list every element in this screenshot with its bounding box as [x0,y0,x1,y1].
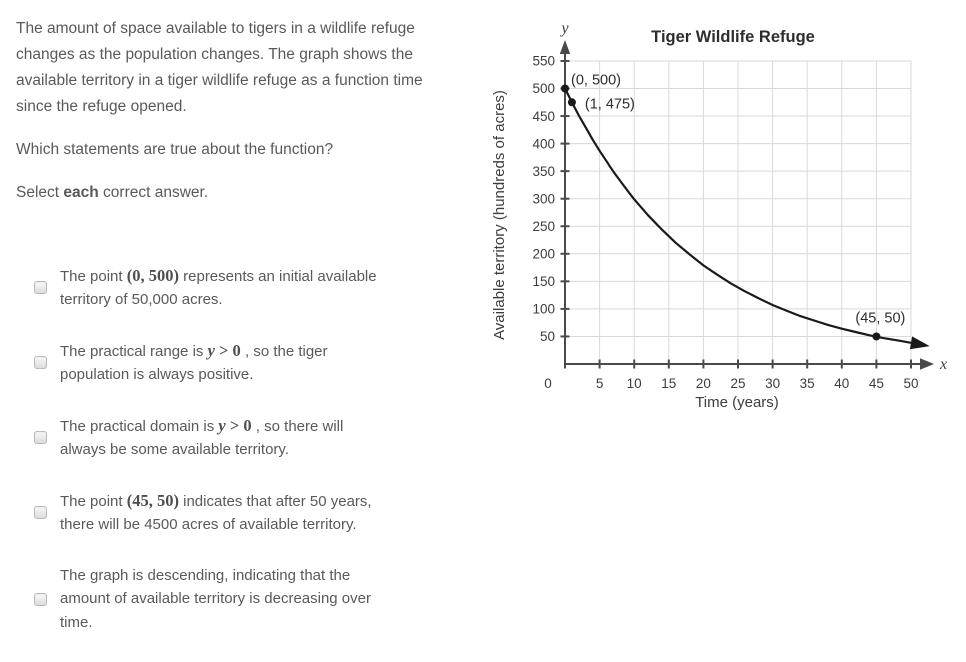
option-math: (45, 50) [126,491,179,510]
question-prompt: Which statements are true about the func… [16,141,334,158]
y-tick-label: 200 [532,247,555,262]
option-text: The practical domain is [60,418,219,435]
answer-option-5[interactable]: The graph is descending, indicating that… [34,564,463,634]
answer-checkbox-1[interactable] [34,281,47,294]
chart-tick-labels: 0 5 10 15 20 25 30 35 40 45 50 50 100 150 200 250 300 350… [532,54,918,391]
x-tick-label: 5 [596,376,604,391]
y-axis-arrow [559,40,571,54]
question-intro: The amount of space available to tigers … [16,20,423,115]
data-point-label: (45, 50) [855,310,905,326]
instruction-prefix: Select [16,184,64,201]
option-text: represents an initial available territor… [60,268,377,308]
question-panel: The amount of space available to tigers … [16,16,463,662]
answer-option-2-label: The practical range is y > 0 , so the ti… [60,339,392,386]
x-axis-label: Time (years) [695,394,779,411]
option-math-var: y [218,416,226,435]
x-tick-label: 0 [544,376,552,391]
answer-option-4[interactable]: The point (45, 50) indicates that after … [34,489,463,536]
answer-checkbox-4[interactable] [34,506,47,519]
chart-panel: 0 5 10 15 20 25 30 35 40 45 50 50 100 150 200 250 300 350… [490,0,966,430]
instruction-emphasis: each [63,184,99,201]
x-tick-label: 25 [730,376,745,391]
decay-curve [564,88,930,350]
data-point [561,84,569,93]
y-tick-label: 350 [532,164,555,179]
x-tick-label: 50 [903,376,918,391]
x-tick-label: 20 [696,376,711,391]
answer-option-1[interactable]: The point (0, 500) represents an initial… [34,264,463,311]
chart-gridlines [565,60,912,364]
answer-option-4-label: The point (45, 50) indicates that after … [60,489,392,536]
option-math-rest: > 0 [225,416,252,435]
y-tick-label: 500 [532,81,555,96]
x-axis-arrow [920,358,934,370]
y-tick-label: 150 [532,274,555,289]
option-math-var: y [207,341,215,360]
y-tick-label: 300 [532,191,555,206]
curve-path [564,88,912,344]
x-axis-letter: x [939,356,947,373]
data-point [567,98,576,107]
function-graph: 0 5 10 15 20 25 30 35 40 45 50 50 100 150 200 250 300 350… [491,20,947,411]
curve-arrow [909,336,930,350]
chart-tick-marks [560,59,912,369]
option-text: The point [60,268,127,285]
answer-option-1-label: The point (0, 500) represents an initial… [60,264,392,311]
chart-axes [559,40,934,370]
answer-checkbox-2[interactable] [34,356,47,369]
y-axis-label: Available territory (hundreds of acres) [491,90,508,340]
x-tick-label: 10 [627,376,642,391]
option-text: The point [60,493,127,510]
x-tick-label: 40 [834,376,849,391]
y-tick-label: 400 [532,136,555,151]
answer-option-2[interactable]: The practical range is y > 0 , so the ti… [34,339,463,386]
answer-checkbox-5[interactable] [34,592,47,606]
marked-points: (0, 500) (1, 475) (45, 50) [561,73,905,341]
instruction-suffix: correct answer. [98,184,209,201]
option-text: indicates that after 50 years, there wil… [60,493,372,533]
option-text: , so the tiger population is always posi… [60,343,328,383]
answer-options: The point (0, 500) represents an initial… [16,264,463,634]
x-tick-label: 45 [869,376,884,391]
y-tick-label: 450 [532,109,555,124]
y-tick-label: 50 [540,329,555,344]
option-text: The practical range is [60,343,208,360]
option-text: The graph is descending, indicating that… [60,567,371,631]
y-tick-label: 550 [532,54,555,69]
chart-title: Tiger Wildlife Refuge [651,28,815,46]
y-axis-letter: y [559,20,569,37]
y-tick-label: 100 [532,302,555,317]
option-math-rest: > 0 [214,341,241,360]
y-tick-label: 250 [532,219,555,234]
question-instruction: Select each correct answer. [16,180,463,206]
answer-option-3-label: The practical domain is y > 0 , so there… [60,414,392,461]
x-tick-label: 30 [765,376,780,391]
x-tick-label: 15 [661,376,676,391]
data-point [872,332,881,341]
data-point-label: (1, 475) [585,96,635,112]
answer-option-3[interactable]: The practical domain is y > 0 , so there… [34,414,463,461]
option-text: , so there will always be some available… [60,418,344,458]
answer-checkbox-3[interactable] [34,431,47,444]
answer-option-5-label: The graph is descending, indicating that… [60,564,392,634]
option-math: (0, 500) [126,266,179,285]
data-point-label: (0, 500) [571,73,621,89]
x-tick-label: 35 [800,376,815,391]
